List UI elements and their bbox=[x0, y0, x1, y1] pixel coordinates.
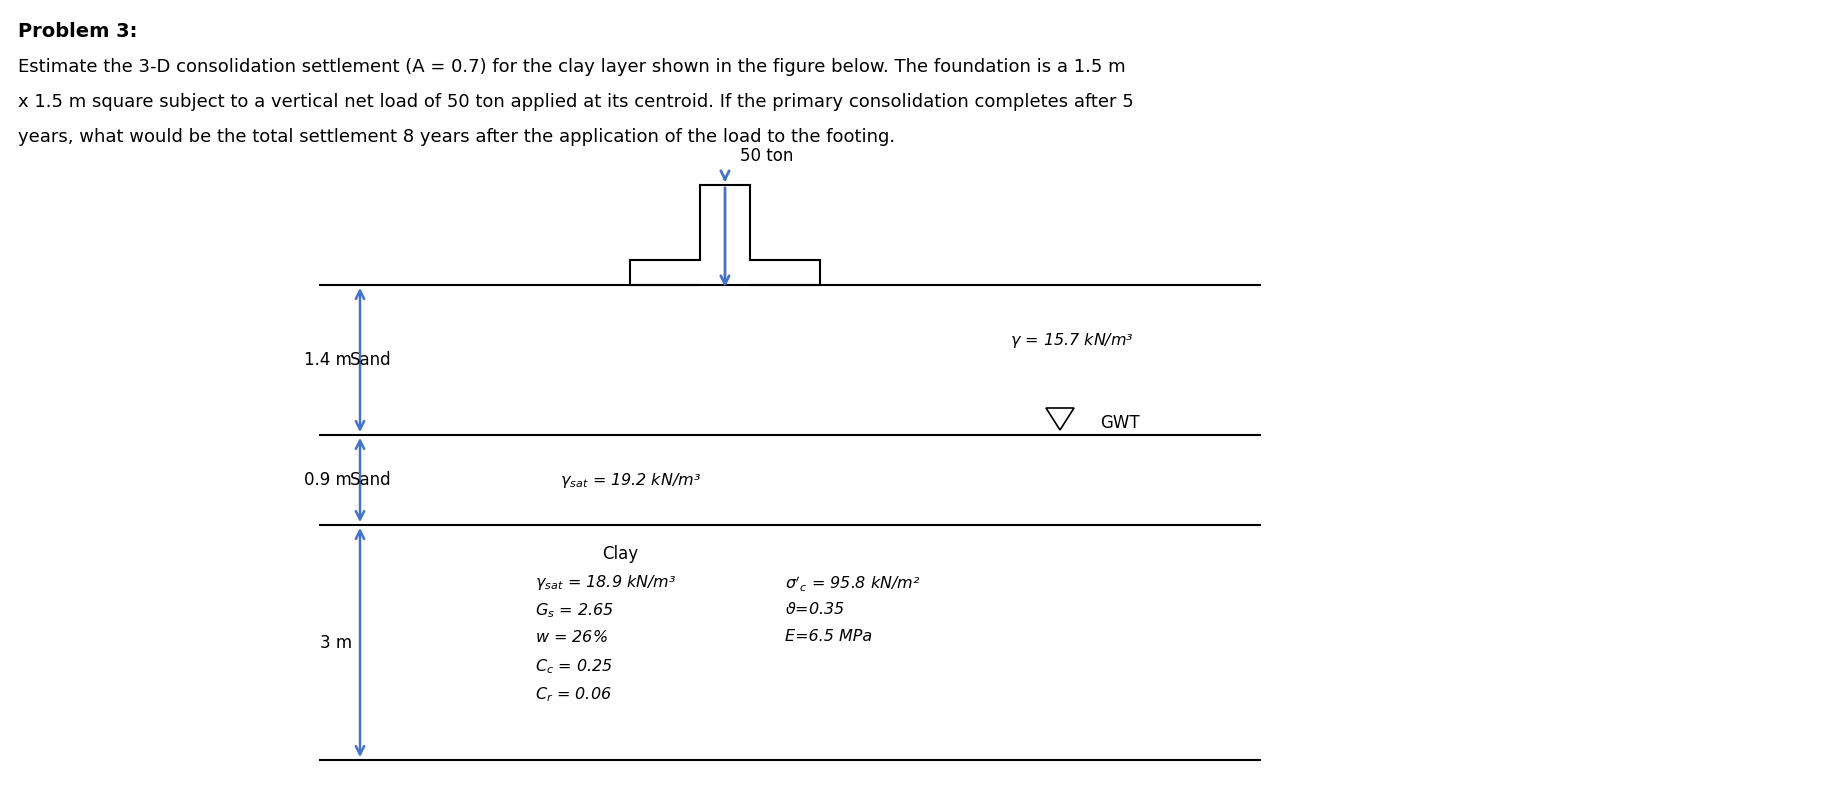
Text: Estimate the 3-D consolidation settlement (A = 0.7) for the clay layer shown in : Estimate the 3-D consolidation settlemen… bbox=[18, 58, 1125, 76]
Text: $\gamma_{sat}$ = 19.2 kN/m³: $\gamma_{sat}$ = 19.2 kN/m³ bbox=[559, 471, 701, 489]
Text: $\vartheta$=0.35: $\vartheta$=0.35 bbox=[785, 601, 844, 617]
Text: $\sigma'_c$ = 95.8 kN/m²: $\sigma'_c$ = 95.8 kN/m² bbox=[785, 573, 920, 593]
Text: E=6.5 MPa: E=6.5 MPa bbox=[785, 629, 872, 644]
Text: 1.4 m: 1.4 m bbox=[303, 351, 351, 369]
Text: Clay: Clay bbox=[601, 545, 638, 563]
Text: Sand: Sand bbox=[349, 351, 392, 369]
Text: 0.9 m: 0.9 m bbox=[303, 471, 351, 489]
Text: GWT: GWT bbox=[1100, 414, 1138, 432]
Text: years, what would be the total settlement 8 years after the application of the l: years, what would be the total settlemen… bbox=[18, 128, 894, 146]
Text: 3 m: 3 m bbox=[320, 634, 351, 651]
Text: $C_r$ = 0.06: $C_r$ = 0.06 bbox=[535, 685, 611, 703]
Text: $C_c$ = 0.25: $C_c$ = 0.25 bbox=[535, 657, 612, 676]
Text: $G_s$ = 2.65: $G_s$ = 2.65 bbox=[535, 601, 614, 620]
Text: $w$ = 26%: $w$ = 26% bbox=[535, 629, 607, 645]
Text: Problem 3:: Problem 3: bbox=[18, 22, 138, 41]
Text: 50 ton: 50 ton bbox=[739, 147, 793, 165]
Text: x 1.5 m square subject to a vertical net load of 50 ton applied at its centroid.: x 1.5 m square subject to a vertical net… bbox=[18, 93, 1133, 111]
Text: $\gamma$ = 15.7 kN/m³: $\gamma$ = 15.7 kN/m³ bbox=[1010, 330, 1133, 350]
Text: $\gamma_{sat}$ = 18.9 kN/m³: $\gamma_{sat}$ = 18.9 kN/m³ bbox=[535, 573, 677, 592]
Text: Sand: Sand bbox=[349, 471, 392, 489]
